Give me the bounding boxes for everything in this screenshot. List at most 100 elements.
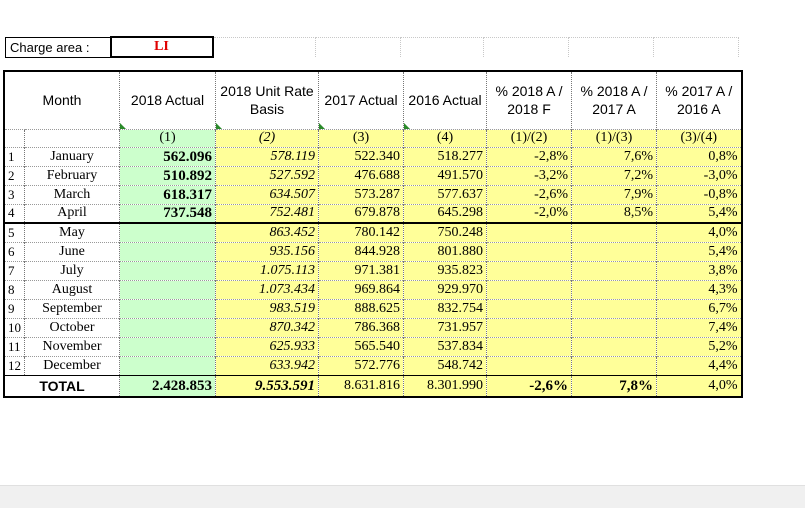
row-number[interactable]: 9 [3, 298, 25, 318]
pct-2018a-2018f-cell[interactable]: -2,6% [486, 184, 572, 204]
row-number[interactable]: 3 [3, 184, 25, 204]
row-number[interactable]: 5 [3, 222, 25, 242]
actual-2017-cell[interactable]: 565.540 [318, 336, 404, 356]
index-cell[interactable]: (2) [215, 128, 319, 147]
pct-2018a-2018f-cell[interactable] [486, 222, 572, 242]
total-pct-2018a-2018f[interactable]: -2,6% [486, 374, 572, 397]
header-pct-2018a-2017a[interactable]: % 2018 A / 2017 A [571, 71, 657, 129]
actual-2018-cell[interactable] [119, 279, 216, 299]
pct-2018a-2017a-cell[interactable] [571, 317, 657, 337]
pct-2018a-2017a-cell[interactable] [571, 260, 657, 280]
actual-2017-cell[interactable]: 844.928 [318, 241, 404, 261]
pct-2017a-2016a-cell[interactable]: 4,4% [656, 355, 742, 375]
row-number[interactable]: 6 [3, 241, 25, 261]
actual-2016-cell[interactable]: 577.637 [403, 184, 487, 204]
month-cell[interactable]: March [24, 184, 120, 204]
month-cell[interactable]: September [24, 298, 120, 318]
actual-2018-cell[interactable] [119, 336, 216, 356]
header-pct-2018a-2018f[interactable]: % 2018 A / 2018 F [486, 71, 572, 129]
pct-2018a-2018f-cell[interactable] [486, 355, 572, 375]
actual-2017-cell[interactable]: 971.381 [318, 260, 404, 280]
unit-rate-2018-cell[interactable]: 935.156 [215, 241, 319, 261]
row-number[interactable]: 1 [3, 146, 25, 166]
month-cell[interactable]: June [24, 241, 120, 261]
pct-2018a-2018f-cell[interactable]: -2,8% [486, 146, 572, 166]
actual-2017-cell[interactable]: 786.368 [318, 317, 404, 337]
pct-2018a-2017a-cell[interactable]: 8,5% [571, 203, 657, 224]
actual-2016-cell[interactable]: 548.742 [403, 355, 487, 375]
actual-2017-cell[interactable]: 969.864 [318, 279, 404, 299]
actual-2017-cell[interactable]: 780.142 [318, 222, 404, 242]
month-cell[interactable]: August [24, 279, 120, 299]
actual-2018-cell[interactable] [119, 355, 216, 375]
index-cell[interactable]: (1) [119, 128, 216, 147]
pct-2018a-2018f-cell[interactable]: -3,2% [486, 165, 572, 185]
index-cell[interactable]: (3)/(4) [656, 128, 742, 147]
unit-rate-2018-cell[interactable]: 625.933 [215, 336, 319, 356]
unit-rate-2018-cell[interactable]: 578.119 [215, 146, 319, 166]
actual-2018-cell[interactable] [119, 317, 216, 337]
pct-2018a-2017a-cell[interactable] [571, 222, 657, 242]
actual-2018-cell[interactable] [119, 298, 216, 318]
actual-2017-cell[interactable]: 476.688 [318, 165, 404, 185]
actual-2016-cell[interactable]: 731.957 [403, 317, 487, 337]
pct-2017a-2016a-cell[interactable]: 4,0% [656, 222, 742, 242]
actual-2016-cell[interactable]: 750.248 [403, 222, 487, 242]
unit-rate-2018-cell[interactable]: 870.342 [215, 317, 319, 337]
pct-2018a-2017a-cell[interactable]: 7,2% [571, 165, 657, 185]
pct-2018a-2017a-cell[interactable] [571, 355, 657, 375]
month-cell[interactable]: December [24, 355, 120, 375]
actual-2016-cell[interactable]: 645.298 [403, 203, 487, 224]
header-2017-actual[interactable]: 2017 Actual [318, 71, 404, 129]
actual-2018-cell[interactable] [119, 260, 216, 280]
empty-cell[interactable] [3, 128, 25, 147]
empty-cell[interactable] [653, 36, 739, 57]
pct-2018a-2017a-cell[interactable] [571, 279, 657, 299]
index-cell[interactable]: (4) [403, 128, 487, 147]
actual-2017-cell[interactable]: 888.625 [318, 298, 404, 318]
total-pct-2018a-2017a[interactable]: 7,8% [571, 374, 657, 397]
total-actual-2016[interactable]: 8.301.990 [403, 374, 487, 397]
unit-rate-2018-cell[interactable]: 752.481 [215, 203, 319, 224]
pct-2017a-2016a-cell[interactable]: 4,3% [656, 279, 742, 299]
row-number[interactable]: 8 [3, 279, 25, 299]
pct-2018a-2018f-cell[interactable]: -2,0% [486, 203, 572, 224]
actual-2016-cell[interactable]: 935.823 [403, 260, 487, 280]
month-cell[interactable]: July [24, 260, 120, 280]
pct-2018a-2018f-cell[interactable] [486, 260, 572, 280]
row-number[interactable]: 4 [3, 203, 25, 224]
pct-2018a-2017a-cell[interactable]: 7,6% [571, 146, 657, 166]
pct-2018a-2017a-cell[interactable] [571, 336, 657, 356]
unit-rate-2018-cell[interactable]: 1.073.434 [215, 279, 319, 299]
actual-2018-cell[interactable]: 737.548 [119, 203, 216, 224]
total-actual-2017[interactable]: 8.631.816 [318, 374, 404, 397]
actual-2018-cell[interactable]: 510.892 [119, 165, 216, 185]
empty-cell[interactable] [315, 36, 401, 57]
pct-2018a-2018f-cell[interactable] [486, 279, 572, 299]
actual-2018-cell[interactable]: 618.317 [119, 184, 216, 204]
pct-2018a-2018f-cell[interactable] [486, 241, 572, 261]
pct-2017a-2016a-cell[interactable]: -0,8% [656, 184, 742, 204]
unit-rate-2018-cell[interactable]: 634.507 [215, 184, 319, 204]
pct-2018a-2017a-cell[interactable] [571, 241, 657, 261]
unit-rate-2018-cell[interactable]: 633.942 [215, 355, 319, 375]
actual-2016-cell[interactable]: 518.277 [403, 146, 487, 166]
month-cell[interactable]: February [24, 165, 120, 185]
pct-2018a-2018f-cell[interactable] [486, 298, 572, 318]
index-cell[interactable]: (1)/(3) [571, 128, 657, 147]
empty-cell[interactable] [483, 36, 569, 57]
actual-2017-cell[interactable]: 573.287 [318, 184, 404, 204]
pct-2017a-2016a-cell[interactable]: 3,8% [656, 260, 742, 280]
pct-2017a-2016a-cell[interactable]: 5,4% [656, 241, 742, 261]
total-actual-2018[interactable]: 2.428.853 [119, 374, 216, 397]
row-number[interactable]: 12 [3, 355, 25, 375]
row-number[interactable]: 11 [3, 336, 25, 356]
charge-area-value[interactable]: LI [109, 36, 214, 58]
total-pct-2017a-2016a[interactable]: 4,0% [656, 374, 742, 397]
month-cell[interactable]: January [24, 146, 120, 166]
pct-2017a-2016a-cell[interactable]: 7,4% [656, 317, 742, 337]
empty-cell[interactable] [24, 128, 120, 147]
actual-2018-cell[interactable] [119, 222, 216, 242]
pct-2017a-2016a-cell[interactable]: 0,8% [656, 146, 742, 166]
actual-2018-cell[interactable]: 562.096 [119, 146, 216, 166]
